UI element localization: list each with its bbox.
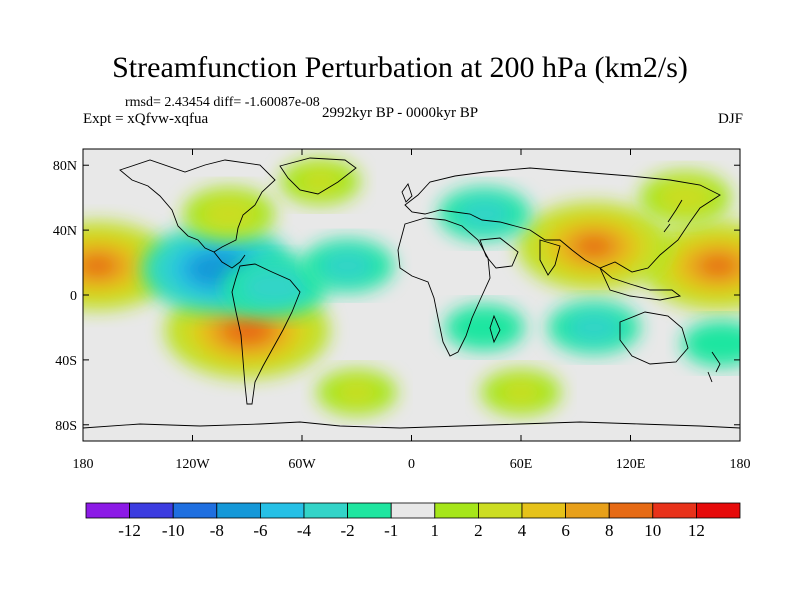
stats-label: rmsd= 2.43454 diff= -1.60087e-08 [125, 95, 320, 110]
anomaly-contour [328, 254, 367, 277]
y-tick-label: 0 [70, 289, 77, 304]
colorbar-swatch [477, 502, 523, 519]
coast-africa [397, 217, 491, 357]
y-tick-label: 40S [55, 354, 77, 369]
colorbar-label: -1 [384, 521, 398, 540]
coast-greenland [279, 157, 357, 195]
x-axis: 180 120W 60W 0 60E 120E 180 [73, 149, 751, 472]
anomaly-contour [336, 380, 377, 405]
anomaly-contour [464, 315, 505, 340]
x-tick-label: 180 [730, 457, 751, 472]
anomaly-layer [83, 158, 740, 416]
experiment-label: Expt = xQfvw-xqfua [83, 111, 209, 127]
colorbar-label: -8 [210, 521, 224, 540]
colorbar-label: -12 [118, 521, 141, 540]
anomaly-contour [501, 380, 541, 405]
colorbar-swatch [696, 502, 741, 519]
y-tick-label: 40N [53, 224, 77, 239]
anomaly-15 [481, 369, 561, 416]
x-tick-label: 120E [616, 457, 646, 472]
coast-australia [619, 311, 689, 365]
anomaly-7 [438, 187, 531, 241]
colorbar-label: 4 [518, 521, 527, 540]
anomaly-contour [210, 202, 248, 226]
coast-new-zealand [707, 351, 721, 383]
colorbar-label: 8 [605, 521, 614, 540]
anomaly-6 [301, 239, 394, 293]
anomaly-0 [83, 221, 174, 310]
colorbar-swatch [216, 502, 261, 519]
anomaly-contour [465, 202, 504, 226]
colorbar: -12 -10 -8 -6 -4 -2 -1 1 2 4 6 8 10 12 [85, 502, 741, 540]
y-tick-label: 80N [53, 159, 77, 174]
anomaly-contour [701, 332, 740, 356]
anomaly-11 [183, 187, 275, 241]
coast-eurasia [404, 167, 721, 273]
coast-central-america [213, 251, 246, 269]
coast-arabia [479, 237, 519, 269]
coast-southeast-asia [599, 267, 682, 301]
anomaly-8 [548, 300, 640, 354]
colorbar-swatch [652, 502, 697, 519]
anomaly-1 [642, 221, 740, 310]
colorbar-swatch [347, 502, 392, 519]
anomaly-9 [444, 304, 525, 351]
x-tick-label: 60W [288, 457, 316, 472]
colorbar-swatch [521, 502, 566, 519]
colorbar-swatch [565, 502, 610, 519]
colorbar-label: -6 [253, 521, 267, 540]
anomaly-2 [518, 202, 670, 291]
colorbar-swatch [390, 502, 436, 519]
colorbar-label: 1 [431, 521, 440, 540]
anomaly-contour [230, 320, 265, 341]
anomaly-10 [681, 320, 740, 367]
x-tick-label: 0 [408, 457, 415, 472]
colorbar-label: -10 [162, 521, 185, 540]
anomaly-contour [666, 186, 705, 209]
colorbar-label: -2 [341, 521, 355, 540]
period-label: 2992kyr BP - 0000kyr BP [322, 105, 479, 121]
anomaly-5 [222, 256, 327, 317]
colorbar-swatch [434, 502, 479, 519]
x-tick-label: 120W [175, 457, 210, 472]
coast-india [539, 239, 561, 276]
colorbar-swatch [303, 502, 348, 519]
colorbar-swatch [85, 502, 130, 519]
coastlines [83, 157, 740, 429]
anomaly-contour [200, 258, 236, 280]
colorbar-label: 2 [474, 521, 483, 540]
x-tick-label: 180 [73, 457, 94, 472]
colorbar-swatch [172, 502, 218, 519]
colorbar-label: -4 [297, 521, 312, 540]
anomaly-contour [576, 236, 612, 257]
coast-south-america [231, 263, 301, 405]
anomaly-contour [300, 169, 341, 194]
map-area [83, 149, 740, 441]
anomaly-contour [256, 276, 294, 298]
colorbar-swatch [129, 502, 174, 519]
coast-japan [663, 199, 683, 233]
anomaly-12 [316, 369, 397, 416]
anomaly-contour [575, 316, 613, 339]
colorbar-swatch [608, 502, 654, 519]
coast-antarctica [83, 421, 740, 429]
y-tick-label: 80S [55, 419, 77, 434]
coast-madagascar [489, 314, 501, 344]
chart-title: Streamfunction Perturbation at 200 hPa (… [112, 51, 688, 84]
anomaly-contour [83, 255, 115, 277]
anomaly-14 [280, 158, 361, 205]
coast-britain [401, 183, 413, 203]
colorbar-label: 6 [561, 521, 570, 540]
colorbar-label: 12 [688, 521, 705, 540]
y-axis: 80N 40N 0 40S 80S [53, 159, 740, 434]
anomaly-13 [639, 171, 732, 225]
colorbar-swatch [259, 502, 305, 519]
anomaly-contour [700, 255, 736, 277]
season-label: DJF [717, 111, 743, 127]
colorbar-label: 10 [644, 521, 661, 540]
coast-north-america [119, 159, 276, 253]
x-tick-label: 60E [510, 457, 533, 472]
